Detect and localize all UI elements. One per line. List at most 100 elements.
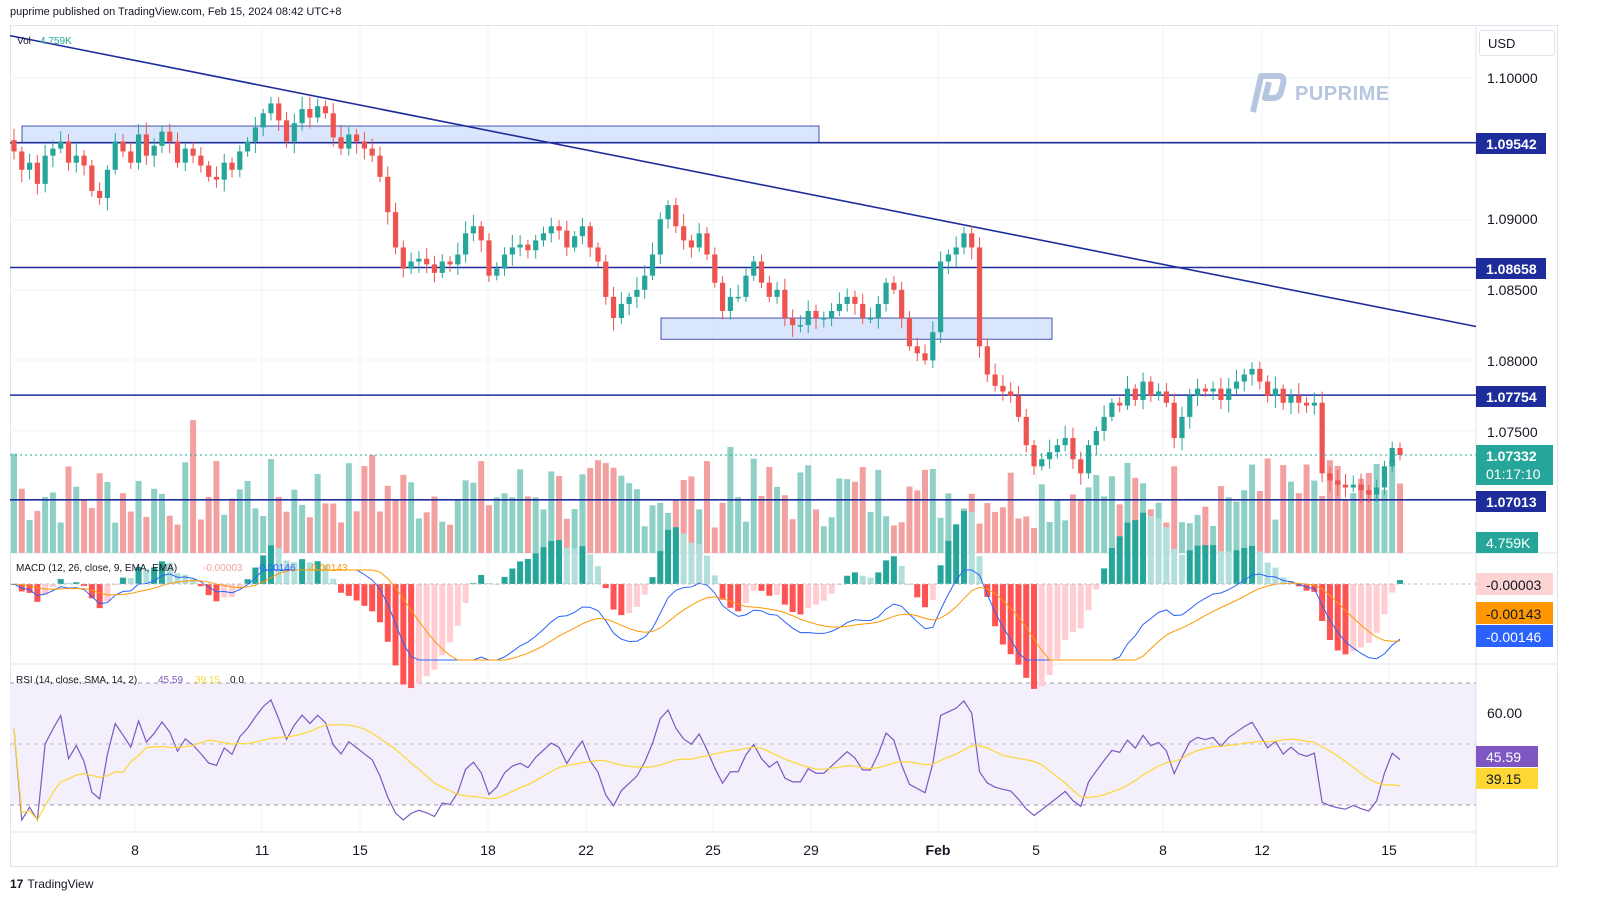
macd-signal-tag: -0.00143 [1476,602,1553,624]
candle-body [836,303,842,311]
macd-hist-bar [338,584,345,593]
candle-body [1381,466,1388,488]
volume-bar [517,469,524,553]
candle-body [283,120,290,142]
macd-hist-bar [1163,527,1170,584]
rsi-legend: RSI (14, close, SMA, 14, 2) [16,675,137,686]
candle [58,131,64,154]
macd-hist-bar [120,577,127,584]
rsi-axis-tick: 60.00 [1487,705,1522,721]
volume-bar [1178,522,1185,553]
candle [751,256,757,282]
volume-bar [1225,497,1232,553]
macd-hist-value: -0.00003 [203,563,243,574]
volume-bar [1054,499,1061,553]
macd-hist-bar [158,561,165,584]
candle-body [976,247,983,347]
volume-bar [283,511,290,553]
volume-bar [540,509,547,553]
volume-bar [641,526,648,553]
tradingview-footer[interactable]: 17 TradingView [10,877,93,891]
candle [681,213,687,250]
candle-body [1000,385,1006,392]
candle [400,240,406,278]
volume-bar [151,488,158,553]
rsi-ma-tag: 39.15 [1476,768,1538,789]
candle [852,290,858,315]
candle [906,311,913,351]
candle-body [1124,388,1131,406]
macd-hist-bar [680,533,687,584]
candle [867,307,874,324]
volume-bar [1326,460,1333,553]
candle [1342,474,1349,498]
svg-text:1.09542: 1.09542 [1486,136,1537,152]
volume-bar [688,476,695,553]
candle-body [244,141,251,152]
svg-text:45.59: 45.59 [1486,749,1521,765]
candle-body [89,165,95,191]
candle-body [26,162,33,170]
support-zones [21,125,1053,340]
volume-bar [883,516,890,553]
candle [790,309,796,337]
macd-hist-bar [454,584,461,626]
candle [961,227,967,255]
candle [1163,383,1170,408]
volume-bar [478,461,485,553]
macd-hist-bar [174,573,181,584]
macd-hist-bar [626,584,633,614]
macd-hist-bar [797,584,804,615]
candle-body [307,109,313,118]
candle [1358,473,1364,503]
candle-body [719,282,726,311]
candle-body [681,226,687,241]
macd-hist-bar [750,584,757,591]
candle-body [1202,388,1208,392]
horizontal-levels [10,141,1476,501]
candle-body [1062,438,1068,446]
candle-body [961,233,967,248]
candle [190,142,196,164]
candle [1288,388,1294,415]
candle-body [392,212,399,248]
macd-hist-bar [1101,568,1108,584]
macd-hist-bar [875,572,882,584]
candle [1000,374,1006,401]
candle [883,277,889,312]
volume-bar [813,509,820,553]
macd-hist-bar [509,568,516,584]
candle-body [1311,402,1317,406]
candle [478,221,484,253]
time-axis-label: 12 [1254,842,1270,858]
macd-hist-bar [1178,554,1185,584]
candle [657,212,663,264]
currency-selector[interactable]: USD [1479,30,1555,56]
candle-body [486,240,492,276]
candle [463,221,469,263]
candle-body [1350,484,1356,488]
candle [198,147,204,173]
macd-hist-bar [594,566,601,584]
candle [587,221,593,257]
candle-body [735,296,741,299]
candle [727,288,733,320]
volume-bar [392,499,399,553]
candle-body [330,113,336,138]
macd-hist-bar [1264,562,1271,584]
macd-hist-bar [579,546,586,584]
candle-body [766,282,772,297]
candle [626,292,632,316]
volume-bar [57,522,64,553]
macd-hist-bar [587,554,594,584]
candle-body [1078,459,1084,474]
macd-hist-bar [1365,584,1372,643]
volume-legend-value: 4.759K [40,36,72,47]
volume-bar [1031,527,1038,553]
macd-signal-value: -0.00143 [308,563,348,574]
volume-bar [135,480,142,553]
candle-body [206,165,212,177]
candle-body [34,162,40,184]
candle-body [470,226,477,234]
